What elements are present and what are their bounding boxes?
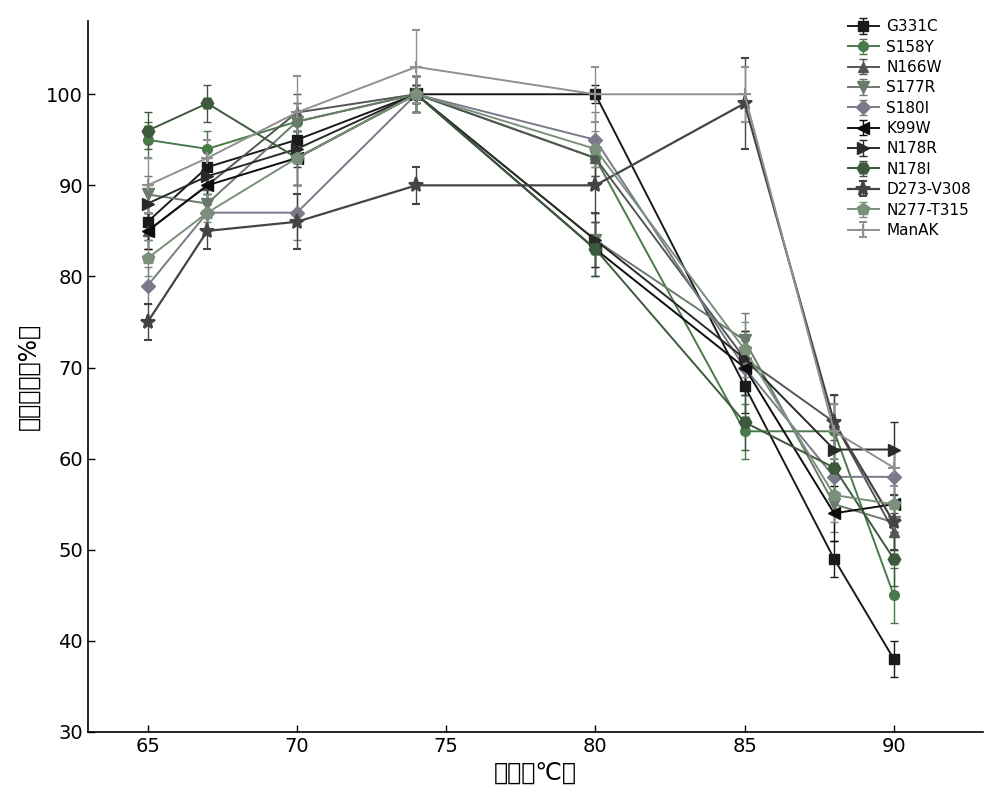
Y-axis label: 相对酶活（%）: 相对酶活（%） bbox=[17, 323, 41, 430]
Legend: G331C, S158Y, N166W, S177R, S180I, K99W, N178R, N178I, D273-V308, N277-T315, Man: G331C, S158Y, N166W, S177R, S180I, K99W,… bbox=[844, 14, 976, 242]
X-axis label: 温度（℃）: 温度（℃） bbox=[494, 761, 577, 785]
